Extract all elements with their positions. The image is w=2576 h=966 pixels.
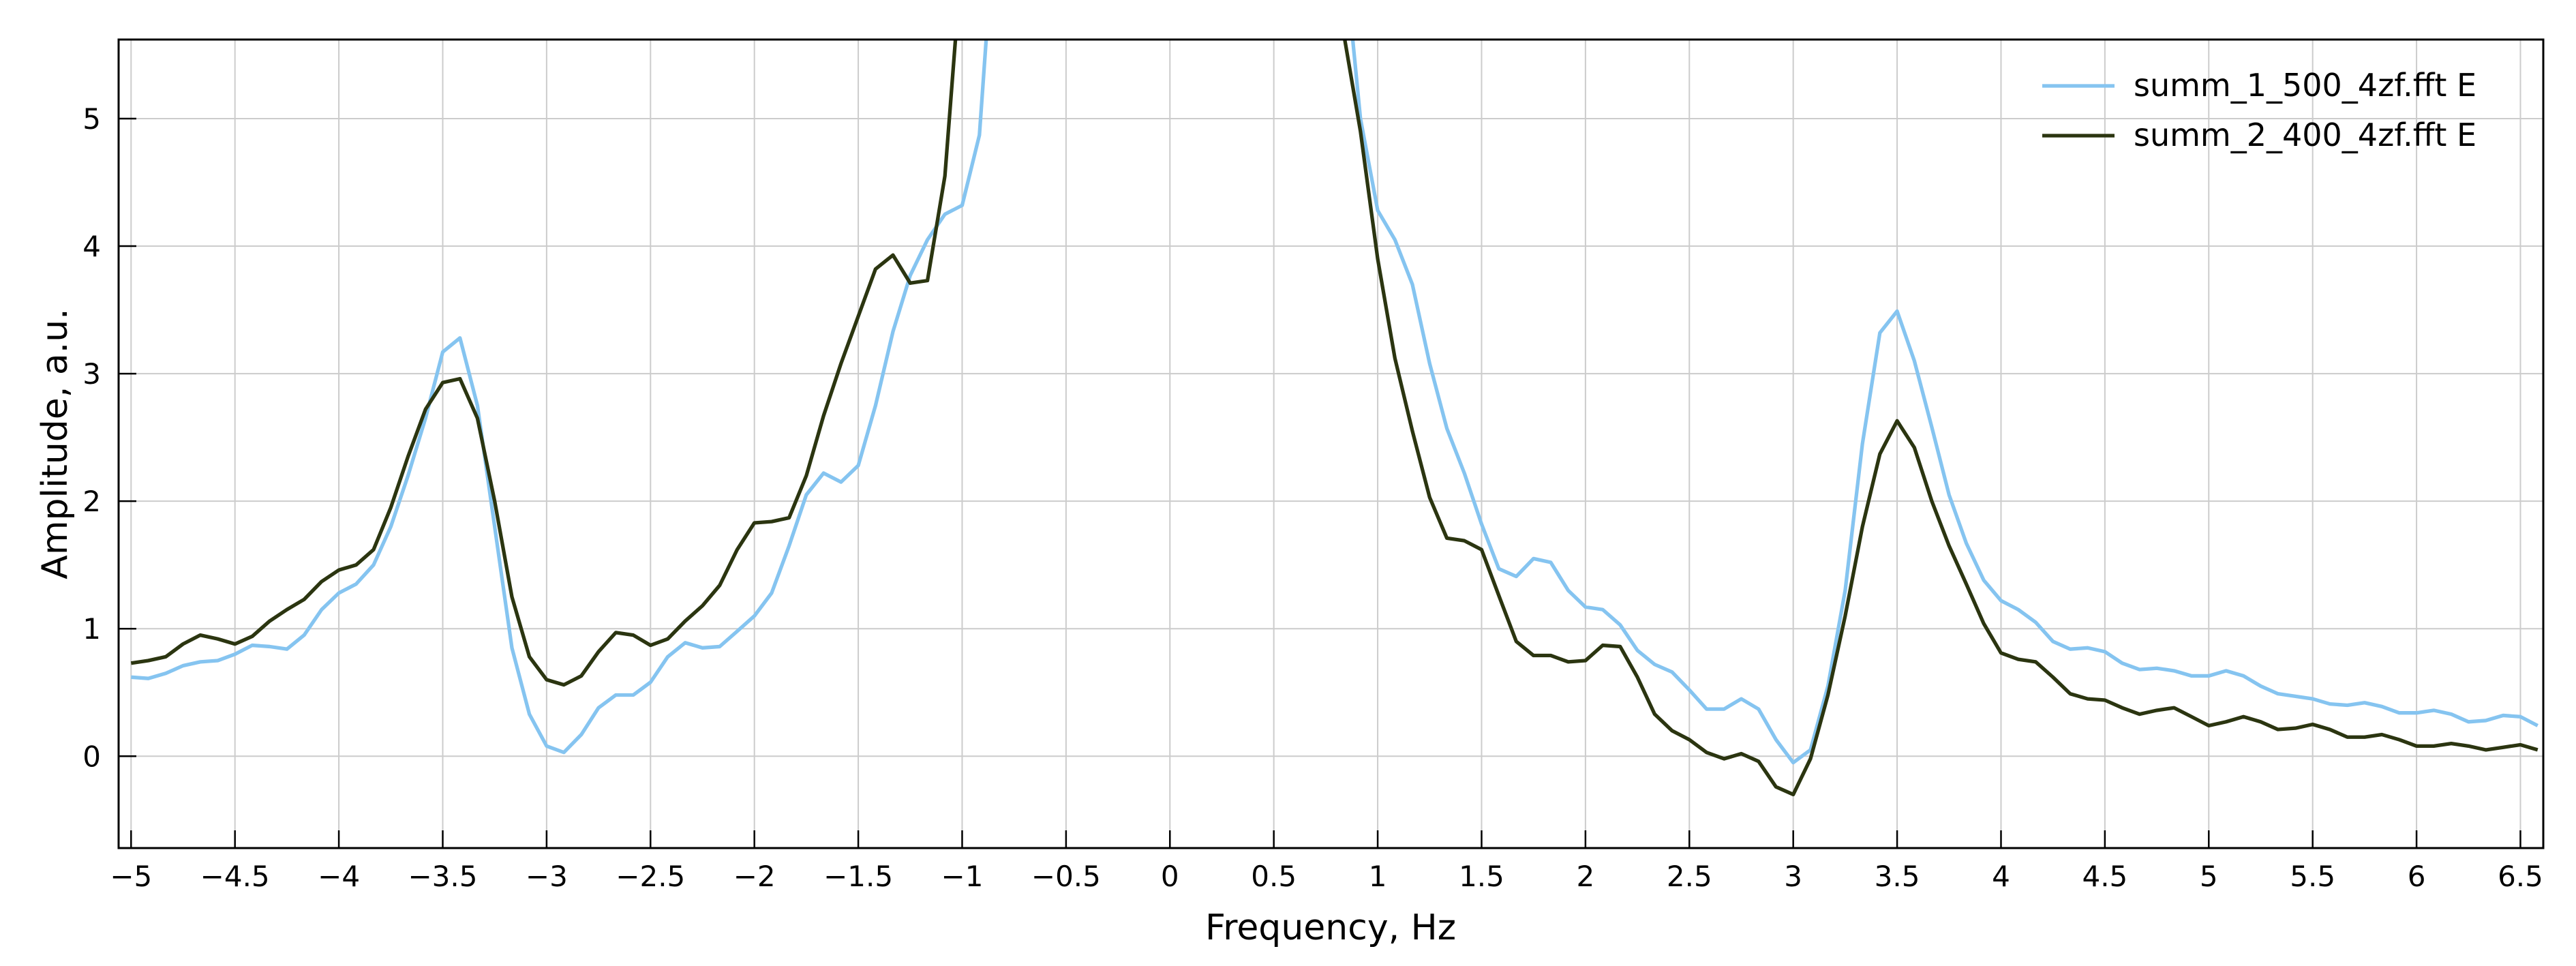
x-tick-label: 2: [1577, 860, 1595, 893]
x-tick-label: −4: [318, 860, 360, 893]
x-tick-label: 1: [1369, 860, 1387, 893]
x-tick-label: −4.5: [200, 860, 270, 893]
x-tick-label: 0: [1161, 860, 1179, 893]
x-tick-label: −1: [941, 860, 984, 893]
legend-label: summ_1_500_4zf.fft E: [2134, 67, 2476, 104]
x-tick-label: 2.5: [1667, 860, 1712, 893]
x-tick-label: −1.5: [823, 860, 893, 893]
x-tick-label: −2.5: [616, 860, 685, 893]
x-tick-label: 4.5: [2082, 860, 2127, 893]
x-tick-label: 1.5: [1459, 860, 1504, 893]
legend-label: summ_2_400_4zf.fft E: [2134, 117, 2476, 153]
x-tick-label: −3.5: [408, 860, 477, 893]
series-line: [131, 40, 2539, 765]
x-tick-label: −2: [733, 860, 776, 893]
x-tick-label: −3: [526, 860, 568, 893]
series-group: [131, 40, 2539, 765]
y-tick-label: 0: [82, 740, 101, 773]
x-tick-label: −5: [110, 860, 152, 893]
x-tick-label: 6.5: [2498, 860, 2543, 893]
x-tick-label: 6: [2408, 860, 2426, 893]
y-tick-label: 4: [82, 230, 101, 263]
x-tick-label: 3.5: [1875, 860, 1920, 893]
plot-frame: [117, 38, 2545, 849]
x-tick-label: −0.5: [1031, 860, 1101, 893]
y-tick-label: 3: [82, 357, 101, 391]
x-tick-label: 5: [2200, 860, 2218, 893]
series-line: [130, 40, 2539, 797]
y-tick-label: 5: [82, 102, 101, 136]
y-tick-label: 2: [82, 485, 101, 518]
x-tick-label: 3: [1784, 860, 1802, 893]
y-tick-label: 1: [82, 612, 101, 646]
x-tick-label: 4: [1992, 860, 2010, 893]
x-axis-label: Frequency, Hz: [1205, 907, 1456, 948]
x-tick-label: 5.5: [2290, 860, 2335, 893]
y-axis-label: Amplitude, a.u.: [35, 308, 76, 579]
series-group: [130, 40, 2539, 797]
x-tick-label: 0.5: [1251, 860, 1297, 893]
